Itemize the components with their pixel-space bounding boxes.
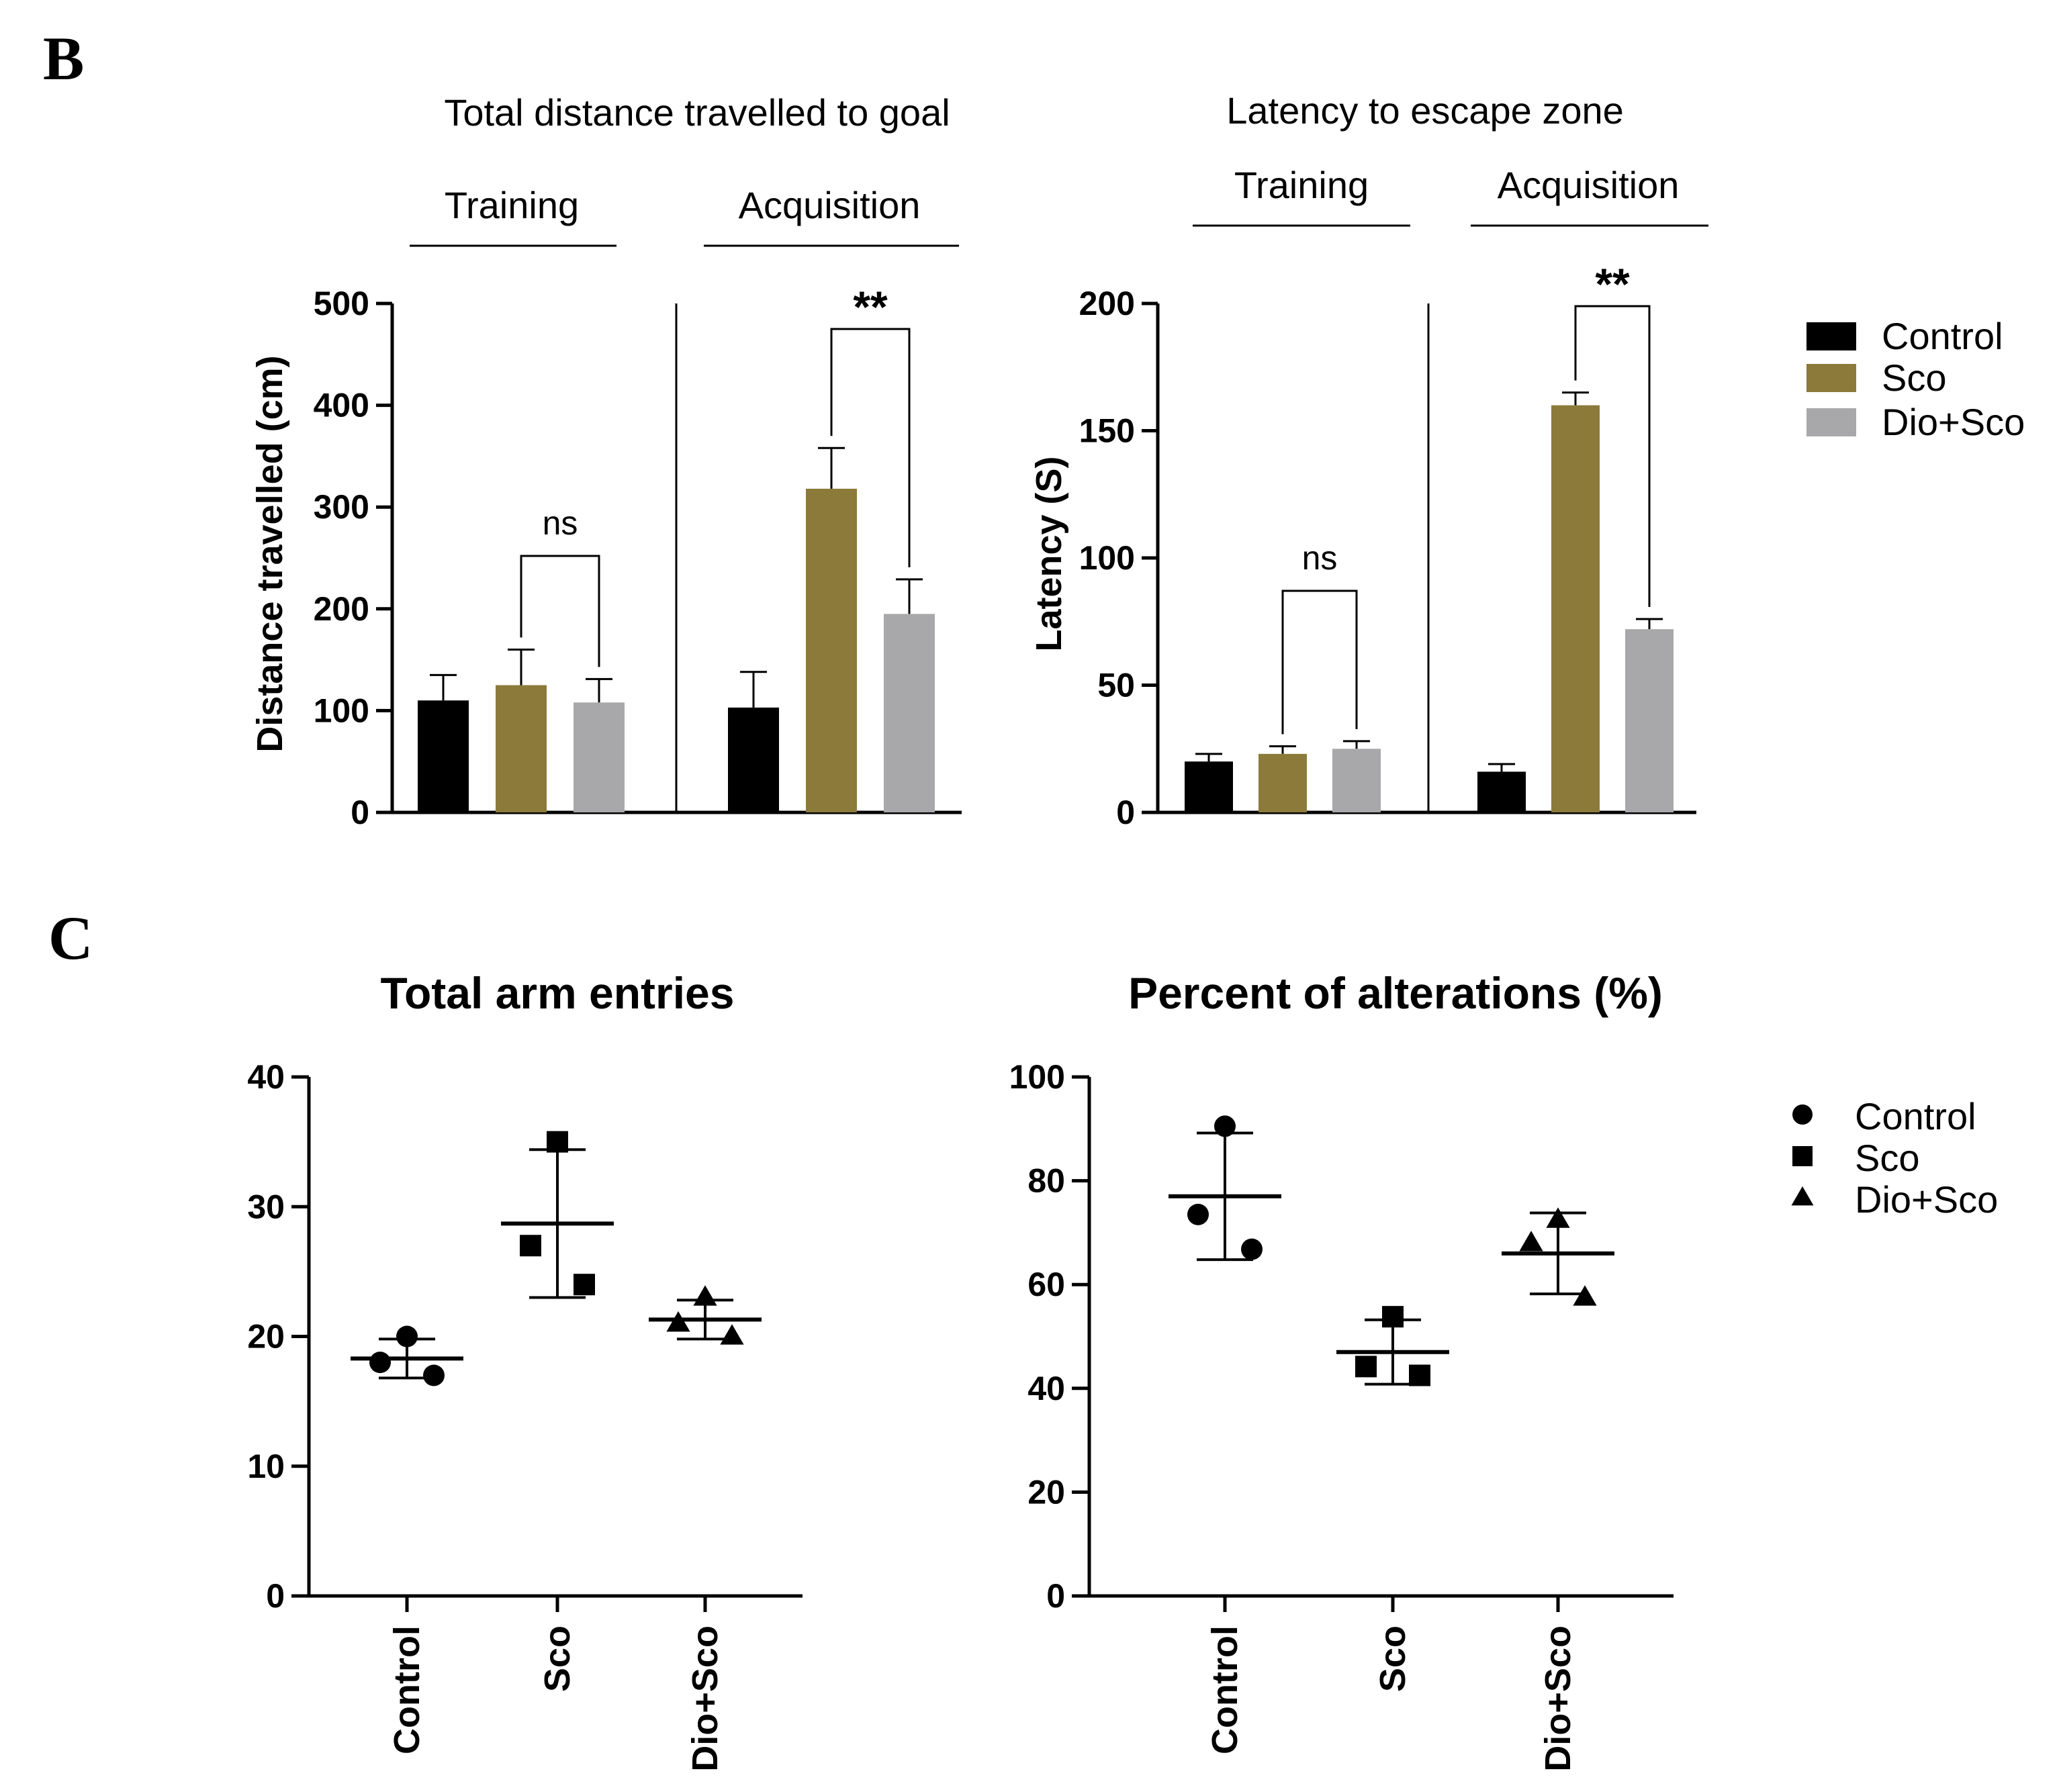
data-point-circle [396, 1325, 418, 1348]
y-tick-label: 20 [1027, 1473, 1065, 1511]
chart-title: Total distance travelled to goal [444, 91, 950, 134]
bar-sco [1259, 753, 1307, 812]
bar-dio-sco [1625, 629, 1674, 812]
data-point-triangle [1573, 1285, 1597, 1306]
x-tick-label: Sco [537, 1625, 578, 1692]
y-tick-label: 0 [351, 794, 369, 831]
x-tick-label: Dio+Sco [685, 1625, 725, 1772]
significance-bracket [830, 328, 911, 567]
chart-title: Percent of alterations (%) [1128, 968, 1663, 1018]
data-point-circle [369, 1352, 391, 1374]
y-tick-label: 100 [314, 692, 369, 729]
data-point-square [574, 1274, 595, 1296]
y-axis-label: Distance travelled (cm) [250, 355, 290, 752]
bar-dio-sco [574, 702, 625, 812]
chart-title: Latency to escape zone [1226, 89, 1624, 132]
chart-percent-alterations: Percent of alterations (%) 0 20 40 60 80 100 C… [1009, 968, 1674, 1772]
legend-label: Sco [1882, 357, 1947, 399]
y-tick-label: 10 [247, 1448, 285, 1485]
data-point-triangle [720, 1324, 744, 1345]
y-tick-label: 200 [1079, 285, 1135, 322]
y-tick-label: 0 [266, 1577, 285, 1615]
bar-sco [1551, 405, 1600, 812]
bar-control [728, 707, 779, 812]
y-tick-label: 80 [1027, 1162, 1065, 1200]
significance-label: ns [543, 504, 578, 542]
y-tick-label: 60 [1027, 1266, 1065, 1303]
chart-title: Total arm entries [381, 968, 735, 1018]
data-point-square [1792, 1146, 1813, 1166]
bar-control [1185, 761, 1233, 812]
significance-label: ** [1595, 259, 1630, 309]
y-tick-label: 50 [1097, 667, 1135, 704]
significance-bracket [1574, 305, 1651, 607]
data-point-triangle [693, 1285, 717, 1306]
data-point-square [1409, 1364, 1430, 1386]
panel-letter-b: B [43, 24, 84, 93]
y-tick-label: 20 [247, 1318, 285, 1356]
legend-label: Control [1882, 315, 2003, 357]
group-label-training: Training [445, 184, 579, 226]
legend-label: Dio+Sco [1855, 1178, 1998, 1221]
data-point-square [1382, 1306, 1404, 1328]
bar-sco [806, 488, 857, 812]
data-point-circle [1792, 1104, 1813, 1125]
data-point-triangle [1791, 1186, 1814, 1206]
data-point-square [547, 1131, 568, 1153]
chart-latency: Latency to escape zone Training Acquisit… [1029, 89, 1708, 831]
bar-control [1477, 771, 1526, 812]
legend-label: Control [1855, 1095, 1976, 1137]
legend-label: Sco [1855, 1137, 1920, 1179]
data-point-circle [423, 1364, 445, 1386]
x-tick-label: Control [387, 1625, 427, 1754]
group-label-training: Training [1234, 164, 1369, 206]
data-point-triangle [1546, 1207, 1570, 1228]
chart-distance-travelled: Total distance travelled to goal Trainin… [250, 91, 962, 831]
panel-letter-c: C [48, 904, 93, 972]
data-point-triangle [1519, 1231, 1543, 1252]
y-tick-label: 40 [247, 1058, 285, 1096]
y-tick-label: 0 [1046, 1577, 1065, 1615]
legend-swatch-control [1806, 322, 1856, 350]
y-axis-label: Latency (S) [1029, 456, 1069, 651]
y-tick-label: 200 [314, 590, 369, 628]
group-label-acquisition: Acquisition [739, 184, 921, 226]
y-tick-label: 100 [1079, 539, 1135, 577]
data-point-circle [1241, 1238, 1263, 1260]
y-tick-label: 400 [314, 387, 369, 424]
significance-label: ns [1302, 539, 1338, 577]
legend-label: Dio+Sco [1882, 401, 2025, 443]
data-point-circle [1214, 1115, 1236, 1137]
bar-dio-sco [884, 614, 935, 812]
x-tick-label: Dio+Sco [1538, 1625, 1578, 1772]
data-point-circle [1187, 1203, 1209, 1225]
significance-bracket [1281, 590, 1358, 735]
y-tick-label: 500 [314, 285, 369, 322]
data-point-square [520, 1235, 541, 1257]
data-point-triangle [666, 1311, 690, 1332]
y-tick-label: 300 [314, 488, 369, 526]
x-tick-label: Sco [1373, 1625, 1413, 1692]
bar-control [418, 700, 469, 812]
y-tick-label: 30 [247, 1188, 285, 1225]
legend-swatch-dio-sco [1806, 408, 1856, 436]
y-tick-label: 0 [1116, 794, 1135, 831]
y-tick-label: 100 [1009, 1058, 1065, 1096]
bar-dio-sco [1332, 749, 1381, 812]
bar-sco [496, 685, 547, 812]
data-point-square [1355, 1356, 1377, 1378]
chart-total-arm-entries: Total arm entries 0 10 20 30 40 Control Sco Dio… [247, 968, 803, 1772]
significance-bracket [520, 555, 600, 667]
y-tick-label: 150 [1079, 412, 1135, 450]
significance-label: ** [853, 282, 888, 332]
y-tick-label: 40 [1027, 1370, 1065, 1407]
x-tick-label: Control [1205, 1625, 1245, 1754]
legend-swatch-sco [1806, 364, 1856, 392]
group-label-acquisition: Acquisition [1498, 164, 1680, 206]
